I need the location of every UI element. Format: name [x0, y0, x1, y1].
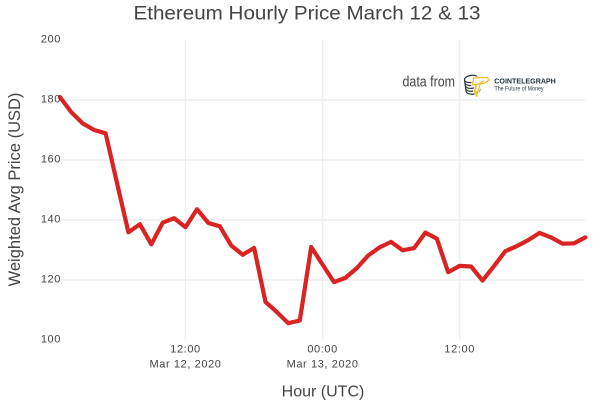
- svg-text:Hour (UTC): Hour (UTC): [282, 383, 365, 400]
- svg-text:180: 180: [41, 94, 61, 106]
- svg-text:200: 200: [41, 34, 61, 46]
- svg-text:00:00: 00:00: [307, 343, 338, 355]
- svg-text:Weighted Avg Price (USD): Weighted Avg Price (USD): [6, 93, 24, 287]
- svg-text:140: 140: [41, 214, 61, 226]
- svg-text:120: 120: [41, 274, 61, 286]
- svg-text:COINTELEGRAPH: COINTELEGRAPH: [494, 77, 556, 86]
- svg-text:Ethereum Hourly Price March 12: Ethereum Hourly Price March 12 & 13: [134, 4, 481, 25]
- svg-text:Mar 13, 2020: Mar 13, 2020: [287, 359, 359, 371]
- svg-text:The Future of Money: The Future of Money: [495, 86, 545, 93]
- svg-text:12:00: 12:00: [170, 343, 201, 355]
- svg-text:Mar 12, 2020: Mar 12, 2020: [149, 359, 221, 371]
- svg-text:100: 100: [41, 334, 61, 346]
- svg-text:data from: data from: [403, 75, 456, 91]
- svg-text:160: 160: [41, 154, 61, 166]
- svg-text:12:00: 12:00: [444, 343, 475, 355]
